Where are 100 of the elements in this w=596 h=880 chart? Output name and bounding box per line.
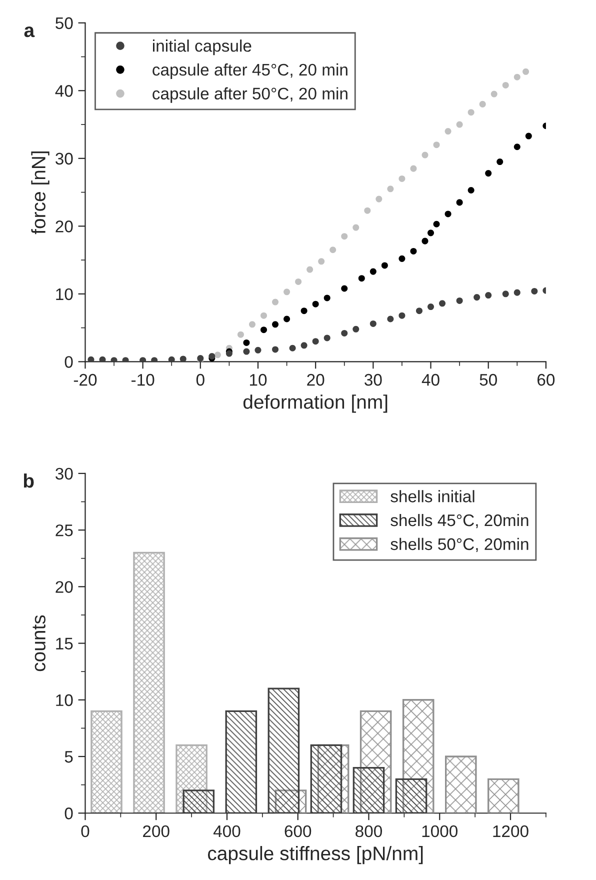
point [439,300,446,307]
point [525,132,532,140]
point [306,266,314,273]
x-axis-title: deformation [nm] [243,394,388,413]
point [243,348,250,355]
point [398,255,406,262]
text: b [24,473,34,488]
x-tick-label: 10 [250,374,267,386]
point [312,300,319,308]
point [398,175,406,182]
bar [488,778,520,814]
point [295,278,302,285]
y-tick-label: 25 [56,524,73,536]
point [254,346,262,354]
x-axis-title: capsule stiffness [pN/nm] [208,846,423,864]
x-tick-label: 30 [364,374,382,386]
point [444,128,452,135]
point [428,230,434,236]
y-tick-label: 30 [56,468,73,480]
point [151,357,158,362]
y-tick-label: 5 [64,751,73,763]
y-tick-label: 0 [64,808,73,820]
x-tick-label: 50 [480,374,497,386]
point [474,294,480,301]
point [324,334,330,342]
point [370,320,376,327]
point [341,233,348,240]
point [272,321,279,328]
point [444,210,452,218]
point [496,158,504,166]
x-tick-label: 1000 [422,825,458,838]
x-tick-label: 200 [143,825,170,838]
point [168,356,175,362]
bar [133,552,165,814]
point [422,152,428,158]
point [410,165,417,172]
point [352,326,360,332]
point [180,356,186,362]
point [312,338,319,345]
point [456,121,463,128]
x-tick-label: 20 [307,374,324,386]
point [456,297,463,304]
point [428,304,434,310]
y-tick-label: 0 [64,356,73,368]
point [260,312,268,319]
bar [182,790,215,814]
bar [268,688,300,814]
x-tick-label: 60 [538,374,555,386]
bar [352,766,385,814]
legend-label: shells initial [390,490,474,502]
point [514,144,520,150]
point [272,298,279,306]
point [531,288,538,294]
point [468,109,474,116]
point [260,326,268,334]
point [330,246,336,254]
y-tick-label: 10 [56,694,73,706]
point [387,316,394,322]
point [410,248,417,254]
y-tick-label: 40 [55,85,73,97]
point [416,308,422,314]
bar [395,778,428,814]
point [468,186,474,194]
point [502,82,509,88]
point [456,199,463,206]
point [364,207,371,214]
x-tick-label: -10 [132,374,154,386]
point [485,292,492,299]
point [99,356,106,362]
x-tick-label: 40 [422,374,440,386]
point [237,331,244,338]
legend-label: initial capsule [153,40,252,56]
y-axis-title: counts [32,615,46,672]
point [300,308,308,314]
point [284,288,290,296]
point [381,262,388,269]
point [243,339,250,346]
point [398,312,406,319]
legend-label: capsule after 45°C, 20 min [152,63,348,79]
point [289,344,296,352]
x-tick-label: 600 [284,825,312,838]
bar [90,710,122,814]
point [352,224,360,231]
point [514,74,520,80]
point [248,321,256,328]
bar [225,710,258,814]
point [341,285,348,292]
point [122,357,129,362]
legend-label: shells 45°C, 20min [390,514,528,528]
point [485,170,492,177]
y-tick-label: 50 [56,17,73,30]
legend-label: shells 50°C, 20min [390,538,528,552]
y-tick-label: 20 [56,581,73,593]
y-tick-label: 10 [56,288,73,300]
point [514,289,520,296]
text: a [24,26,35,38]
bar [444,756,477,814]
point [140,357,146,362]
point [284,316,290,322]
point [324,294,330,302]
